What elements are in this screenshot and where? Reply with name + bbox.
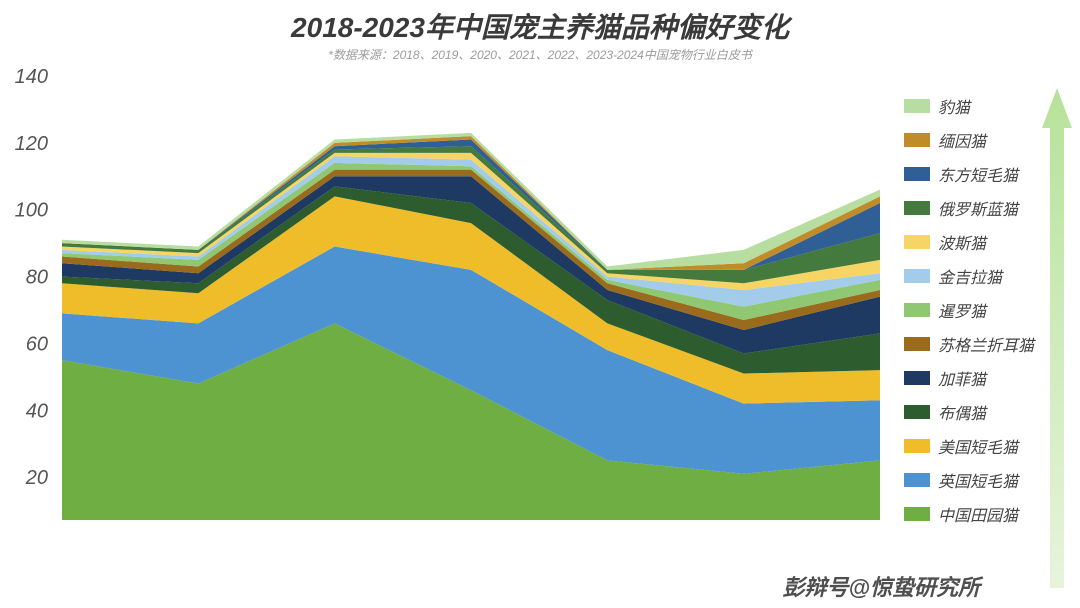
legend-swatch — [904, 371, 930, 385]
stacked-area-chart: 0204060801001201402018201920202021202220… — [0, 0, 880, 520]
y-tick-label: 140 — [15, 66, 48, 88]
chart-area: 0204060801001201402018201920202021202220… — [0, 0, 880, 520]
legend-item: 缅因猫 — [904, 128, 1034, 152]
legend-item: 波斯猫 — [904, 230, 1034, 254]
legend-swatch — [904, 405, 930, 419]
y-tick-label: 100 — [15, 200, 48, 222]
legend-swatch — [904, 269, 930, 283]
y-tick-label: 120 — [15, 133, 48, 155]
legend-swatch — [904, 235, 930, 249]
legend-label: 波斯猫 — [938, 230, 986, 254]
legend-swatch — [904, 167, 930, 181]
legend-item: 暹罗猫 — [904, 298, 1034, 322]
legend-label: 东方短毛猫 — [938, 162, 1018, 186]
legend-swatch — [904, 473, 930, 487]
legend-item: 中国田园猫 — [904, 502, 1034, 526]
legend-swatch — [904, 201, 930, 215]
legend-label: 中国田园猫 — [938, 502, 1018, 526]
legend-item: 布偶猫 — [904, 400, 1034, 424]
legend-swatch — [904, 337, 930, 351]
legend-swatch — [904, 133, 930, 147]
legend-label: 布偶猫 — [938, 400, 986, 424]
y-tick-label: 40 — [26, 400, 48, 422]
legend-item: 苏格兰折耳猫 — [904, 332, 1034, 356]
legend-item: 英国短毛猫 — [904, 468, 1034, 492]
watermark-text: 彭辩号@惊蛰研究所 — [783, 570, 980, 602]
y-tick-label: 80 — [26, 267, 48, 289]
legend-label: 英国短毛猫 — [938, 468, 1018, 492]
legend-label: 美国短毛猫 — [938, 434, 1018, 458]
legend: 豹猫缅因猫东方短毛猫俄罗斯蓝猫波斯猫金吉拉猫暹罗猫苏格兰折耳猫加菲猫布偶猫美国短… — [904, 94, 1034, 536]
legend-swatch — [904, 99, 930, 113]
legend-swatch — [904, 507, 930, 521]
legend-label: 苏格兰折耳猫 — [938, 332, 1034, 356]
y-tick-label: 60 — [26, 333, 48, 355]
legend-label: 暹罗猫 — [938, 298, 986, 322]
legend-swatch — [904, 439, 930, 453]
legend-item: 金吉拉猫 — [904, 264, 1034, 288]
legend-item: 豹猫 — [904, 94, 1034, 118]
legend-label: 缅因猫 — [938, 128, 986, 152]
legend-label: 豹猫 — [938, 94, 970, 118]
y-tick-label: 20 — [25, 467, 48, 489]
legend-label: 加菲猫 — [938, 366, 986, 390]
legend-label: 金吉拉猫 — [938, 264, 1002, 288]
legend-label: 俄罗斯蓝猫 — [938, 196, 1018, 220]
legend-item: 加菲猫 — [904, 366, 1034, 390]
legend-swatch — [904, 303, 930, 317]
trend-arrow — [1042, 88, 1072, 588]
legend-item: 美国短毛猫 — [904, 434, 1034, 458]
legend-item: 俄罗斯蓝猫 — [904, 196, 1034, 220]
legend-item: 东方短毛猫 — [904, 162, 1034, 186]
